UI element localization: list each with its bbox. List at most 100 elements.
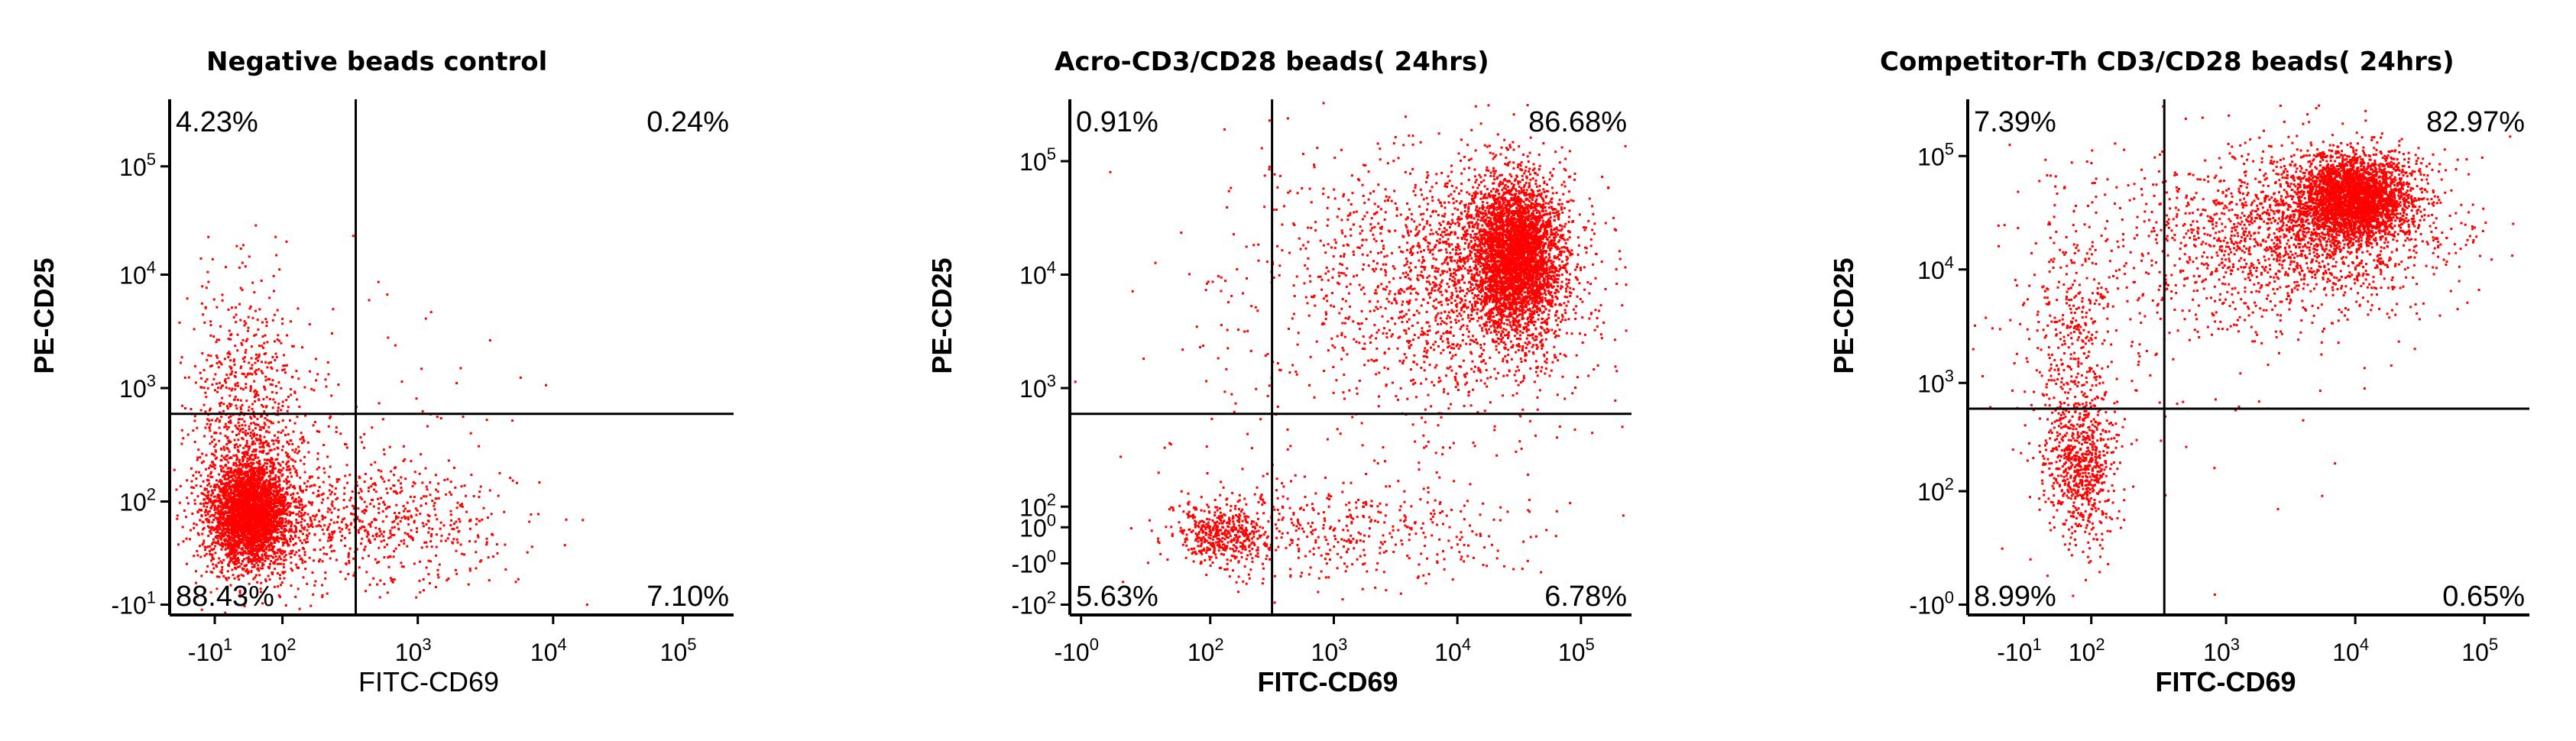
event-dot <box>262 529 265 532</box>
event-dot <box>249 558 252 561</box>
event-dot <box>304 504 307 507</box>
event-dot <box>416 509 419 512</box>
event-dot <box>322 552 326 555</box>
event-dot <box>241 289 244 291</box>
event-dot <box>444 539 447 542</box>
event-dot <box>233 358 235 361</box>
event-dot <box>292 492 295 495</box>
event-dot <box>245 475 248 477</box>
event-dot <box>252 502 255 505</box>
event-dot <box>433 502 436 505</box>
event-dot <box>245 375 248 378</box>
event-dot <box>291 569 293 572</box>
event-dot <box>264 530 267 533</box>
event-dot <box>308 500 310 503</box>
event-dot <box>247 474 250 477</box>
event-dot <box>198 508 201 511</box>
event-dot <box>269 460 272 463</box>
event-dot <box>220 401 222 404</box>
event-dot <box>298 549 300 552</box>
event-dot <box>277 548 280 552</box>
event-dot <box>238 418 241 421</box>
event-dot <box>267 426 271 429</box>
event-dot <box>312 491 315 494</box>
event-dot <box>422 525 425 528</box>
event-dot <box>252 458 255 461</box>
event-dot <box>379 579 382 582</box>
event-dot <box>284 558 287 561</box>
event-dot <box>266 524 269 527</box>
event-dot <box>212 463 215 465</box>
event-dot <box>227 448 230 451</box>
event-dot <box>252 507 255 510</box>
event-dot <box>243 455 246 458</box>
event-dot <box>285 529 288 532</box>
event-dot <box>324 378 327 381</box>
event-dot <box>193 522 196 525</box>
event-dot <box>271 477 274 481</box>
event-dot <box>258 472 261 475</box>
event-dot <box>186 562 188 565</box>
event-dot <box>228 552 231 555</box>
event-dot <box>315 525 318 528</box>
event-dot <box>281 544 284 547</box>
event-dot <box>251 468 254 471</box>
event-dot <box>264 552 267 555</box>
event-dot <box>254 395 258 397</box>
event-dot <box>261 558 264 560</box>
event-dot <box>233 540 236 543</box>
event-dot <box>303 553 306 556</box>
event-dot <box>258 355 261 358</box>
event-dot <box>265 468 268 471</box>
event-dot <box>319 539 322 542</box>
event-dot <box>357 531 360 534</box>
event-dot <box>264 388 267 391</box>
event-dot <box>229 584 232 587</box>
event-dot <box>426 488 429 491</box>
event-dot <box>277 471 280 473</box>
event-dot <box>299 487 302 490</box>
event-dot <box>275 356 278 359</box>
event-dot <box>303 482 306 485</box>
event-dot <box>238 303 241 306</box>
event-dot <box>240 508 242 511</box>
event-dot <box>228 476 230 479</box>
event-dot <box>272 477 275 480</box>
event-dot <box>323 524 326 527</box>
event-dot <box>250 569 253 572</box>
event-dot <box>264 483 267 486</box>
event-dot <box>455 382 458 384</box>
event-dot <box>241 456 244 458</box>
event-dot <box>249 432 252 434</box>
event-dot <box>225 477 228 481</box>
event-dot <box>271 390 274 393</box>
event-dot <box>264 548 267 551</box>
event-dot <box>193 419 196 422</box>
event-dot <box>343 517 346 520</box>
event-dot <box>212 465 215 468</box>
event-dot <box>218 439 221 442</box>
event-dot <box>303 551 306 554</box>
event-dot <box>261 494 264 497</box>
event-dot <box>271 406 274 409</box>
event-dot <box>251 506 254 509</box>
event-dot <box>209 506 212 510</box>
event-dot <box>208 521 211 523</box>
event-dot <box>259 540 262 543</box>
event-dot <box>377 503 381 506</box>
event-dot <box>251 549 254 552</box>
event-dot <box>245 400 248 403</box>
event-dot <box>255 535 258 538</box>
event-dot <box>321 528 324 531</box>
event-dot <box>238 522 241 525</box>
event-dot <box>289 540 292 543</box>
event-dot <box>318 509 320 512</box>
event-dot <box>239 319 242 322</box>
event-dot <box>519 376 522 379</box>
event-dot <box>218 426 221 429</box>
event-dot <box>249 540 252 543</box>
event-dot <box>253 498 256 501</box>
event-dot <box>241 519 244 522</box>
event-dot <box>271 521 274 524</box>
event-dot <box>283 510 286 513</box>
